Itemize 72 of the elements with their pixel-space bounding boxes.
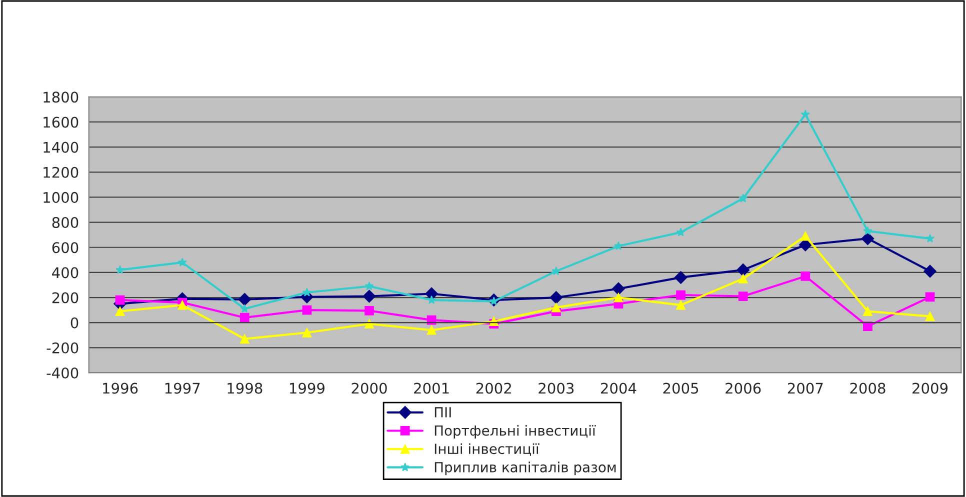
point <box>863 322 872 332</box>
legend-label: ПІІ <box>434 407 451 418</box>
y-tick-label: 1800 <box>44 92 78 103</box>
point <box>364 319 374 329</box>
point <box>302 288 312 296</box>
point <box>614 292 624 302</box>
x-tick-label: 1997 <box>165 382 200 394</box>
y-tick-label: -200 <box>46 342 78 354</box>
point <box>925 312 935 322</box>
point <box>115 295 125 305</box>
x-tick-label: 2004 <box>600 382 636 394</box>
point <box>614 241 623 250</box>
x-tick-label: 2009 <box>912 382 948 394</box>
point <box>550 291 563 304</box>
x-tick-label: 2002 <box>476 382 511 394</box>
point <box>676 290 686 300</box>
x-tick-label: 2003 <box>538 382 574 394</box>
point <box>551 302 561 312</box>
point <box>240 334 250 344</box>
point <box>302 328 312 338</box>
legend-label: Приплив капіталів разом <box>434 462 616 476</box>
x-tick-label: 2005 <box>663 382 698 394</box>
point <box>800 231 810 241</box>
point <box>676 228 686 236</box>
point <box>924 264 936 278</box>
point <box>362 290 376 303</box>
point <box>926 234 934 242</box>
point <box>178 258 187 266</box>
y-tick-label: 1200 <box>44 166 78 178</box>
point <box>800 110 810 118</box>
x-tick-label: 1999 <box>290 382 324 394</box>
point <box>426 325 436 335</box>
point <box>427 295 436 304</box>
point <box>738 274 748 284</box>
y-tick-label: 1400 <box>44 142 78 153</box>
x-tick-label: 2001 <box>414 382 449 394</box>
y-tick-label: 1600 <box>44 116 78 128</box>
point <box>738 194 748 202</box>
y-tick-label: 800 <box>52 217 78 228</box>
point <box>238 292 252 306</box>
x-tick-label: 1998 <box>228 382 262 394</box>
x-tick-label: 2000 <box>352 382 387 394</box>
y-tick-label: 1000 <box>44 192 78 203</box>
y-tick-label: 0 <box>70 317 78 328</box>
point <box>116 265 125 274</box>
legend-label: Портфельні інвестиції <box>434 425 596 438</box>
x-tick-label: 1996 <box>103 382 138 394</box>
x-tick-label: 2008 <box>850 382 886 394</box>
point <box>178 300 188 310</box>
point <box>800 272 810 281</box>
y-tick-label: 200 <box>52 292 78 304</box>
point <box>552 266 561 276</box>
y-tick-label: 600 <box>52 242 78 254</box>
y-tick-label: -400 <box>46 367 78 378</box>
x-tick-label: 2007 <box>788 382 823 394</box>
point <box>861 232 874 246</box>
point <box>115 306 125 316</box>
point <box>925 292 935 302</box>
legend-label: Інші інвестиції <box>434 443 540 456</box>
point <box>364 306 374 316</box>
point <box>364 282 374 290</box>
point <box>736 264 750 276</box>
point <box>674 271 688 284</box>
point <box>676 300 686 310</box>
point <box>302 305 312 315</box>
point <box>863 306 872 316</box>
point <box>738 292 748 301</box>
point <box>863 226 872 235</box>
x-tick-label: 2006 <box>726 382 761 394</box>
y-tick-label: 400 <box>52 267 78 278</box>
point <box>240 312 250 322</box>
point <box>612 282 625 296</box>
